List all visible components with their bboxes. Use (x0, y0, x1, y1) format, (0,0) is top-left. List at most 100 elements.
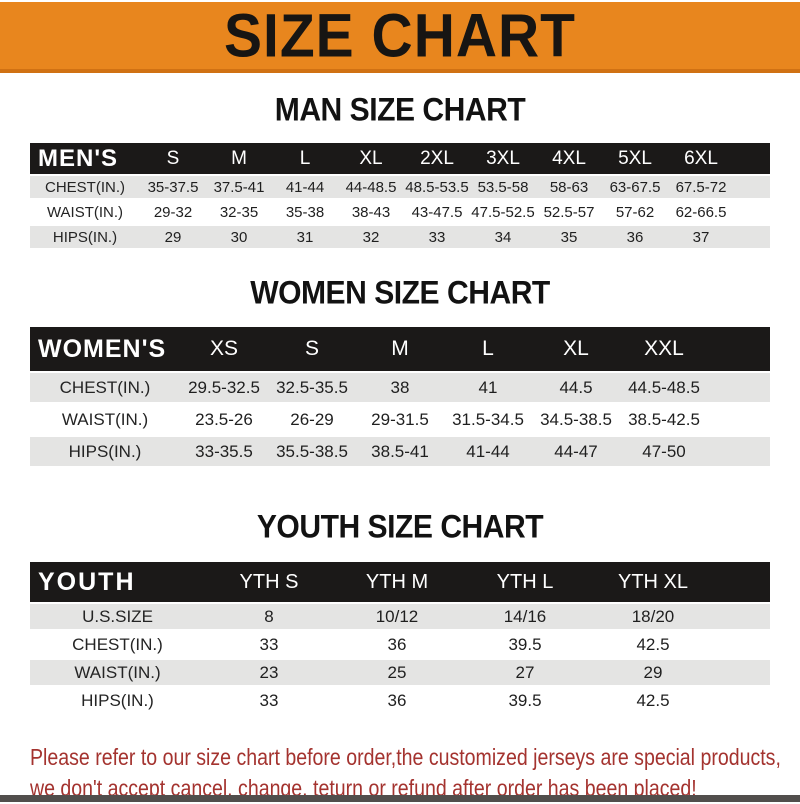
size-value-cell: 30 (206, 226, 272, 251)
size-value-cell: 35-38 (272, 201, 338, 226)
size-value-cell: 43-47.5 (404, 201, 470, 226)
size-value-cell: 57-62 (602, 201, 668, 226)
row-label: HIPS(IN.) (30, 437, 180, 469)
size-value-cell: 35.5-38.5 (268, 437, 356, 469)
size-col-header: YTH M (333, 562, 461, 604)
youth-size-table: YOUTH YTH S YTH M YTH L YTH XL U.S.SIZE … (30, 562, 770, 716)
row-spacer (708, 437, 770, 469)
size-value-cell: 53.5-58 (470, 176, 536, 201)
size-col-header: XL (532, 327, 620, 373)
row-spacer (717, 604, 770, 632)
size-value-cell: 67.5-72 (668, 176, 734, 201)
women-section-heading: WOMEN SIZE CHART (250, 274, 550, 311)
table-row: HIPS(IN.) 29 30 31 32 33 34 35 36 37 (30, 226, 770, 251)
size-value-cell: 44-47 (532, 437, 620, 469)
size-col-header: S (268, 327, 356, 373)
size-col-header: S (140, 143, 206, 176)
row-label: WAIST(IN.) (30, 201, 140, 226)
table-row: CHEST(IN.) 33 36 39.5 42.5 (30, 632, 770, 660)
header-spacer (734, 143, 770, 176)
size-col-header: XS (180, 327, 268, 373)
size-value-cell: 33 (205, 632, 333, 660)
size-value-cell: 29-31.5 (356, 405, 444, 437)
size-value-cell: 34 (470, 226, 536, 251)
size-value-cell: 35-37.5 (140, 176, 206, 201)
size-value-cell: 18/20 (589, 604, 717, 632)
size-col-header: L (272, 143, 338, 176)
table-row: WAIST(IN.) 23 25 27 29 (30, 660, 770, 688)
size-value-cell: 35 (536, 226, 602, 251)
youth-corner-label: YOUTH (30, 562, 205, 604)
youth-header-row: YOUTH YTH S YTH M YTH L YTH XL (30, 562, 770, 604)
size-value-cell: 38 (356, 373, 444, 405)
bottom-edge-bar (0, 795, 800, 802)
row-label: WAIST(IN.) (30, 660, 205, 688)
size-value-cell: 33 (404, 226, 470, 251)
size-value-cell: 14/16 (461, 604, 589, 632)
size-value-cell: 39.5 (461, 632, 589, 660)
size-value-cell: 31.5-34.5 (444, 405, 532, 437)
size-value-cell: 41-44 (272, 176, 338, 201)
size-value-cell: 36 (602, 226, 668, 251)
size-col-header: L (444, 327, 532, 373)
row-label: HIPS(IN.) (30, 688, 205, 716)
size-value-cell: 33-35.5 (180, 437, 268, 469)
men-header-row: MEN'S S M L XL 2XL 3XL 4XL 5XL 6XL (30, 143, 770, 176)
header-spacer (708, 327, 770, 373)
row-spacer (734, 176, 770, 201)
size-value-cell: 8 (205, 604, 333, 632)
women-corner-label: WOMEN'S (30, 327, 180, 373)
row-spacer (708, 373, 770, 405)
size-value-cell: 37 (668, 226, 734, 251)
size-col-header: YTH S (205, 562, 333, 604)
table-row: WAIST(IN.) 29-32 32-35 35-38 38-43 43-47… (30, 201, 770, 226)
size-value-cell: 23 (205, 660, 333, 688)
size-value-cell: 26-29 (268, 405, 356, 437)
size-value-cell: 29.5-32.5 (180, 373, 268, 405)
table-row: CHEST(IN.) 35-37.5 37.5-41 41-44 44-48.5… (30, 176, 770, 201)
banner: SIZE CHART (0, 0, 800, 73)
size-value-cell: 44.5-48.5 (620, 373, 708, 405)
size-value-cell: 52.5-57 (536, 201, 602, 226)
table-row: CHEST(IN.) 29.5-32.5 32.5-35.5 38 41 44.… (30, 373, 770, 405)
size-col-header: 4XL (536, 143, 602, 176)
row-label: CHEST(IN.) (30, 176, 140, 201)
size-value-cell: 47-50 (620, 437, 708, 469)
size-col-header: XL (338, 143, 404, 176)
size-value-cell: 44-48.5 (338, 176, 404, 201)
size-value-cell: 29 (589, 660, 717, 688)
size-value-cell: 47.5-52.5 (470, 201, 536, 226)
size-value-cell: 32.5-35.5 (268, 373, 356, 405)
size-value-cell: 63-67.5 (602, 176, 668, 201)
row-spacer (717, 688, 770, 716)
size-value-cell: 38.5-42.5 (620, 405, 708, 437)
size-col-header: M (356, 327, 444, 373)
table-row: WAIST(IN.) 23.5-26 26-29 29-31.5 31.5-34… (30, 405, 770, 437)
table-row: HIPS(IN.) 33 36 39.5 42.5 (30, 688, 770, 716)
row-spacer (717, 632, 770, 660)
row-label: WAIST(IN.) (30, 405, 180, 437)
size-value-cell: 34.5-38.5 (532, 405, 620, 437)
men-section-heading: MAN SIZE CHART (274, 91, 526, 128)
men-corner-label: MEN'S (30, 143, 140, 176)
table-row: U.S.SIZE 8 10/12 14/16 18/20 (30, 604, 770, 632)
row-label: U.S.SIZE (30, 604, 205, 632)
size-value-cell: 36 (333, 632, 461, 660)
women-size-table: WOMEN'S XS S M L XL XXL CHEST(IN.) 29.5-… (30, 327, 770, 469)
size-col-header: 6XL (668, 143, 734, 176)
size-value-cell: 62-66.5 (668, 201, 734, 226)
size-col-header: YTH XL (589, 562, 717, 604)
size-value-cell: 41 (444, 373, 532, 405)
size-value-cell: 31 (272, 226, 338, 251)
size-value-cell: 39.5 (461, 688, 589, 716)
row-spacer (717, 660, 770, 688)
disclaimer: Please refer to our size chart before or… (30, 742, 800, 804)
size-value-cell: 25 (333, 660, 461, 688)
size-value-cell: 29-32 (140, 201, 206, 226)
banner-title: SIZE CHART (224, 0, 576, 71)
size-value-cell: 33 (205, 688, 333, 716)
table-row: HIPS(IN.) 33-35.5 35.5-38.5 38.5-41 41-4… (30, 437, 770, 469)
size-value-cell: 10/12 (333, 604, 461, 632)
row-label: HIPS(IN.) (30, 226, 140, 251)
